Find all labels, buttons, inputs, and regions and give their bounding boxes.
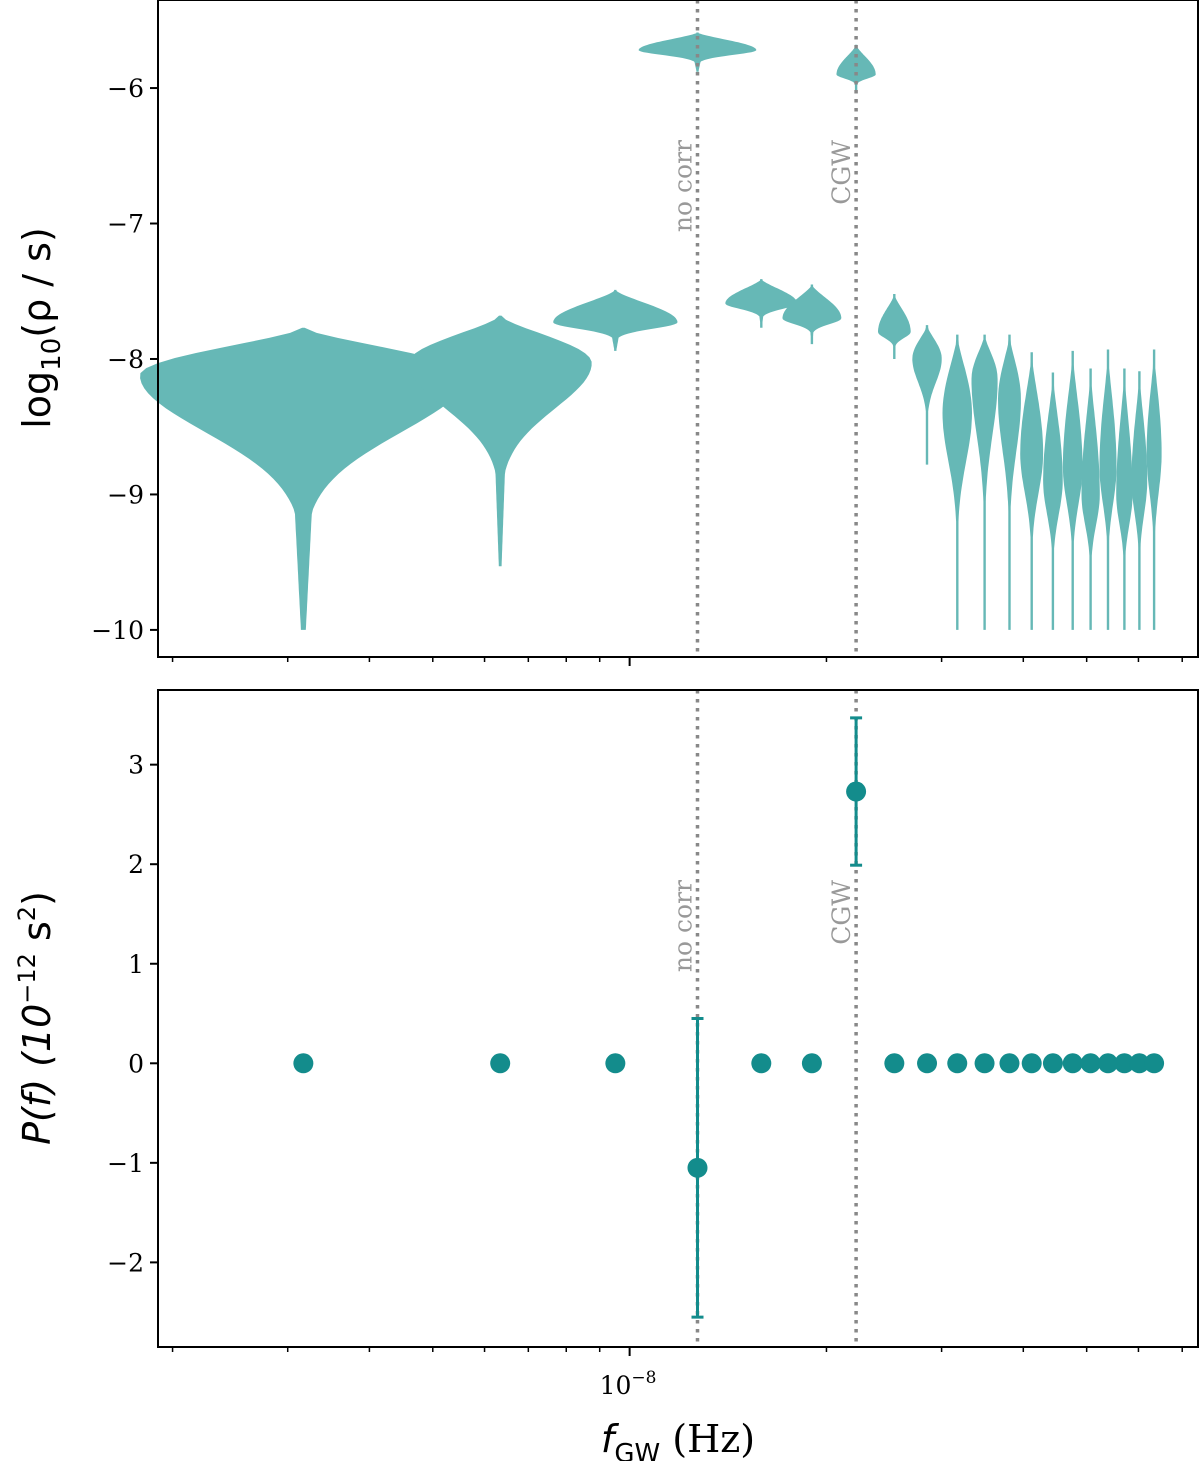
top-ytick-label: −9 [107,480,144,509]
violin [942,334,972,630]
data-point [1021,1053,1042,1074]
violin [971,334,998,630]
violin [725,279,798,328]
violin [408,315,592,567]
bottom-ytick-label: 0 [128,1049,144,1078]
bottom-vline-label: CGW [827,880,856,945]
x-axis-label: fGW (Hz) [601,1417,755,1461]
data-point [884,1053,905,1074]
bottom-y-axis-label: P(f) (10−12 s2) [13,891,59,1145]
top-plot-frame [157,0,1199,658]
data-point [846,781,867,802]
top-vlines: no corr CGW [668,0,858,657]
data-point [1080,1053,1101,1074]
top-vline-label: no corr [668,140,697,232]
data-point [1144,1053,1165,1074]
top-violins [140,32,1162,630]
bottom-ytick-label: 1 [128,950,144,979]
violin [1131,371,1148,630]
bottom-y-ticks: 3 2 1 0 −1 −2 [107,751,158,1277]
violin [140,327,467,630]
top-panel: no corr CGW −6 −7 −8 −9 −10 log10(ρ / s) [15,0,1199,666]
data-point [974,1053,995,1074]
violin [553,289,678,351]
violin [782,284,842,345]
bottom-ytick-label: 3 [128,751,144,780]
violin [1099,349,1117,630]
top-x-ticks [171,657,1183,666]
top-vline-label: CGW [827,140,856,205]
data-point [1042,1053,1063,1074]
bottom-ytick-label: −1 [107,1149,144,1178]
violin [1081,368,1100,630]
data-point [1129,1053,1150,1074]
data-point [293,1053,314,1074]
violin [1043,372,1063,630]
bottom-panel: no corr CGW 3 2 1 0 −1 −2 10−8 P(f) (10−12 s2)… [13,689,1199,1461]
violin [878,294,911,359]
top-ytick-label: −7 [107,210,144,239]
data-point [490,1053,511,1074]
violin [836,44,876,93]
data-point [605,1053,626,1074]
data-point [999,1053,1020,1074]
violin [1020,352,1044,630]
top-ytick-label: −8 [107,345,144,374]
bottom-ytick-label: 2 [128,850,144,879]
bottom-points [293,716,1165,1319]
x-tick-label-1e-8: 10−8 [600,1368,657,1400]
bottom-x-ticks [171,1347,1183,1356]
top-ytick-label: −6 [107,74,144,103]
data-point [687,1157,708,1178]
violin [1116,368,1133,630]
data-point [1097,1053,1118,1074]
violin [998,334,1021,630]
data-point [917,1053,938,1074]
data-point [751,1053,772,1074]
top-y-axis-label: log10(ρ / s) [15,227,67,429]
violin [912,325,942,465]
violin [1062,350,1083,630]
bottom-plot-frame [157,689,1199,1348]
bottom-ytick-label: −2 [107,1248,144,1277]
bottom-vline-label: no corr [668,880,697,972]
data-point [1062,1053,1083,1074]
data-point [947,1053,968,1074]
data-point [1114,1053,1135,1074]
data-point [801,1053,822,1074]
violin [1146,349,1162,630]
violin [638,32,757,72]
top-ytick-label: −10 [91,616,144,645]
top-y-ticks: −6 −7 −8 −9 −10 [91,74,158,645]
